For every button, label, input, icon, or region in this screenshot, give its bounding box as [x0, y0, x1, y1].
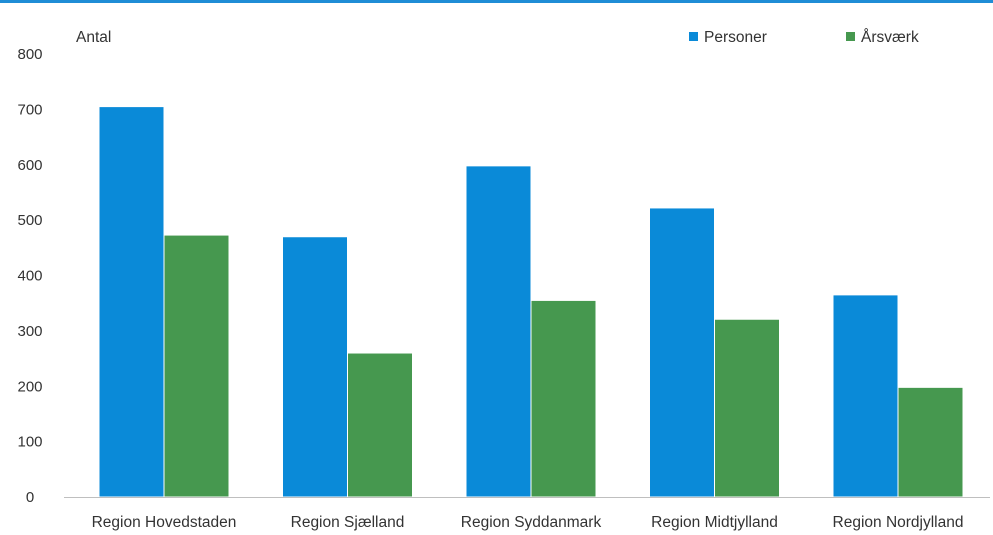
bar-arsvaerk [347, 352, 413, 498]
top-rule [0, 0, 993, 3]
y-tick-label: 600 [17, 157, 42, 174]
y-tick-label: 0 [26, 489, 34, 506]
bar-arsvaerk [163, 234, 230, 498]
bar-arsvaerk [530, 299, 597, 498]
y-axis-unit-label: Antal [76, 29, 111, 46]
x-category-label: Region Hovedstaden [92, 514, 237, 531]
x-category-label: Region Midtjylland [651, 514, 778, 531]
x-category-label: Region Syddanmark [461, 514, 602, 531]
legend-label: Personer [704, 29, 767, 46]
bar-personer [98, 106, 165, 498]
bar-personer [282, 236, 348, 498]
y-axis-ticks: 0 100 200 300 400 500 600 700 800 [17, 46, 42, 506]
y-tick-label: 400 [17, 268, 42, 285]
bar-arsvaerk [897, 386, 964, 498]
legend-swatch [846, 32, 855, 41]
bar-personer [832, 294, 899, 498]
x-category-label: Region Sjælland [291, 514, 405, 531]
bar-personer [649, 207, 715, 498]
bar-personer [465, 165, 532, 498]
y-tick-label: 300 [17, 323, 42, 340]
bars [98, 106, 964, 498]
legend: Personer Årsværk [689, 29, 919, 46]
x-axis-labels: Region Hovedstaden Region Sjælland Region … [92, 514, 964, 531]
legend-swatch [689, 32, 698, 41]
y-tick-label: 200 [17, 378, 42, 395]
legend-label: Årsværk [861, 29, 919, 46]
y-tick-label: 100 [17, 434, 42, 451]
x-category-label: Region Nordjylland [833, 514, 964, 531]
bar-arsvaerk [714, 318, 780, 498]
y-tick-label: 800 [17, 46, 42, 63]
y-tick-label: 500 [17, 212, 42, 229]
y-tick-label: 700 [17, 101, 42, 118]
